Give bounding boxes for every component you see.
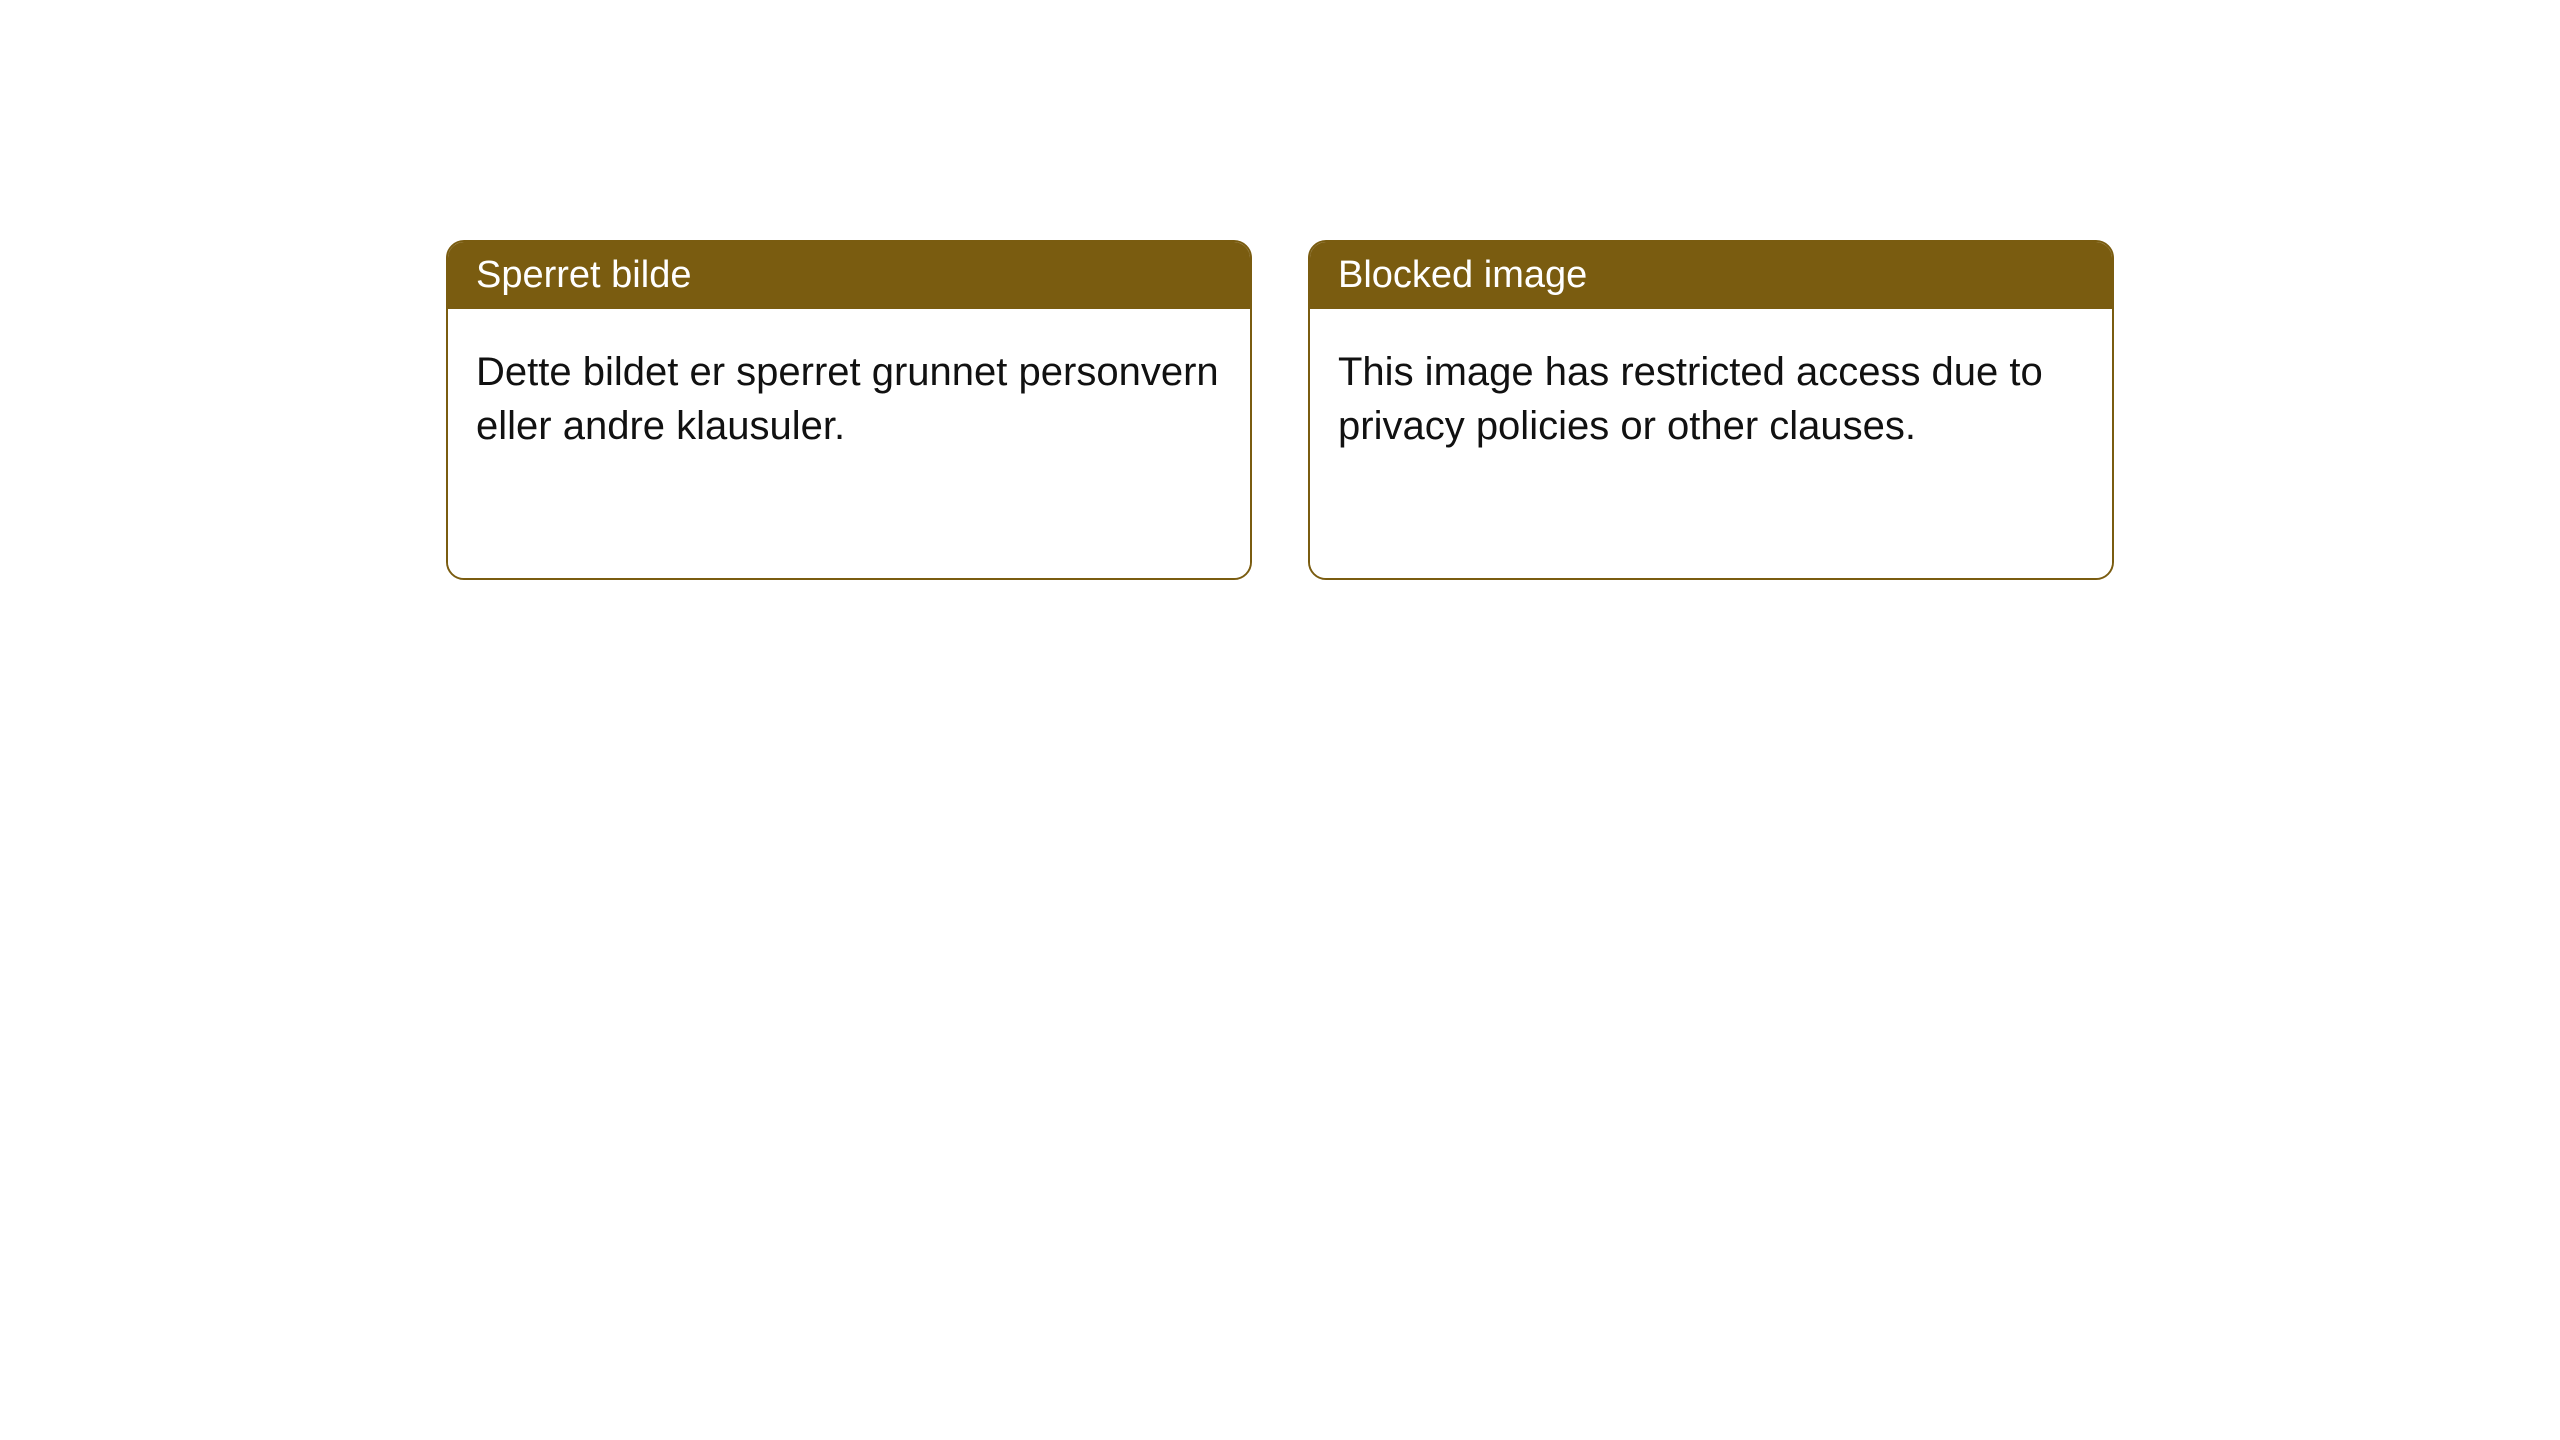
card-title: Blocked image (1338, 254, 1587, 296)
blocked-image-card-english: Blocked image This image has restricted … (1308, 240, 2114, 580)
card-body: This image has restricted access due to … (1310, 309, 2112, 578)
blocked-image-card-norwegian: Sperret bilde Dette bildet er sperret gr… (446, 240, 1252, 580)
card-header: Blocked image (1310, 242, 2112, 309)
card-body-text: This image has restricted access due to … (1338, 350, 2043, 448)
card-header: Sperret bilde (448, 242, 1250, 309)
card-body: Dette bildet er sperret grunnet personve… (448, 309, 1250, 578)
card-title: Sperret bilde (476, 254, 691, 296)
card-body-text: Dette bildet er sperret grunnet personve… (476, 350, 1219, 448)
blocked-image-cards: Sperret bilde Dette bildet er sperret gr… (446, 240, 2114, 580)
